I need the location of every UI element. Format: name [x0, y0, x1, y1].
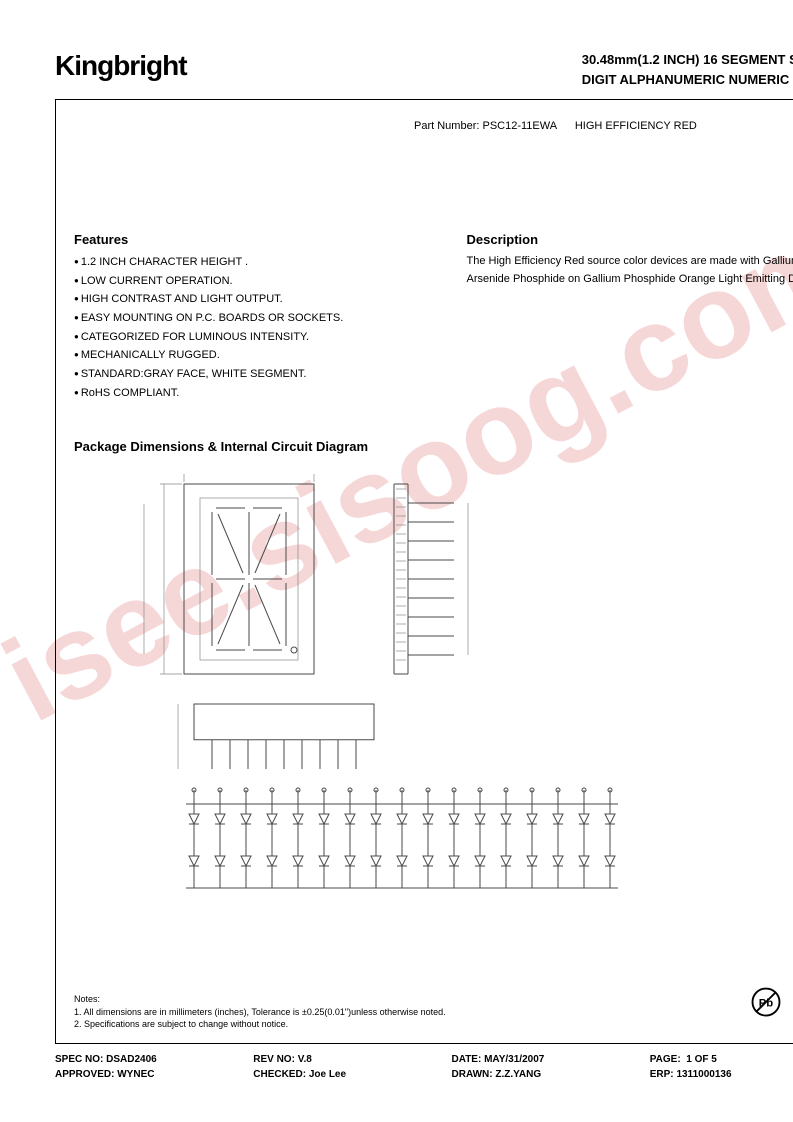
footer-drawn: DRAWN: Z.Z.YANG [452, 1067, 650, 1082]
package-diagram [74, 474, 714, 914]
title-line-1: 30.48mm(1.2 INCH) 16 SEGMENT SINGLE [582, 50, 793, 70]
feature-item: 1.2 INCH CHARACTER HEIGHT . [74, 253, 437, 272]
features-column: Features 1.2 INCH CHARACTER HEIGHT . LOW… [74, 232, 437, 403]
features-heading: Features [74, 232, 437, 247]
note-line: 2. Specifications are subject to change … [74, 1018, 793, 1031]
notes-heading: Notes: [74, 993, 793, 1006]
notes-block: Notes: 1. All dimensions are in millimet… [74, 993, 793, 1031]
feature-item: HIGH CONTRAST AND LIGHT OUTPUT. [74, 290, 437, 309]
footer: SPEC NO: DSAD2406 REV NO: V.8 DATE: MAY/… [55, 1052, 793, 1082]
part-label: Part Number: [414, 120, 479, 132]
description-column: Description The High Efficiency Red sour… [467, 232, 793, 403]
logo: Kingbright [55, 50, 187, 82]
feature-item: EASY MOUNTING ON P.C. BOARDS OR SOCKETS. [74, 309, 437, 328]
title-line-2: DIGIT ALPHANUMERIC NUMERIC DISPLAY [582, 70, 793, 90]
description-heading: Description [467, 232, 793, 247]
note-line: 1. All dimensions are in millimeters (in… [74, 1006, 793, 1019]
footer-checked: CHECKED: Joe Lee [253, 1067, 451, 1082]
feature-item: STANDARD:GRAY FACE, WHITE SEGMENT. [74, 365, 437, 384]
footer-row-1: SPEC NO: DSAD2406 REV NO: V.8 DATE: MAY/… [55, 1052, 793, 1067]
part-number: Part Number: PSC12-11EWA HIGH EFFICIENCY… [414, 120, 793, 132]
feature-item: CATEGORIZED FOR LUMINOUS INTENSITY. [74, 328, 437, 347]
footer-spec-no: SPEC NO: DSAD2406 [55, 1052, 253, 1067]
features-list: 1.2 INCH CHARACTER HEIGHT . LOW CURRENT … [74, 253, 437, 403]
diagram-area [74, 474, 793, 914]
footer-erp: ERP: 1311000136 [650, 1067, 793, 1082]
footer-date: DATE: MAY/31/2007 [452, 1052, 650, 1067]
part-variant: HIGH EFFICIENCY RED [575, 120, 697, 132]
content-frame: Part Number: PSC12-11EWA HIGH EFFICIENCY… [55, 99, 793, 1044]
footer-rev-no: REV NO: V.8 [253, 1052, 451, 1067]
description-text: The High Efficiency Red source color dev… [467, 253, 793, 288]
package-heading: Package Dimensions & Internal Circuit Di… [74, 439, 793, 454]
feature-item: MECHANICALLY RUGGED. [74, 346, 437, 365]
footer-approved: APPROVED: WYNEC [55, 1067, 253, 1082]
header: Kingbright 30.48mm(1.2 INCH) 16 SEGMENT … [55, 50, 793, 89]
product-title: 30.48mm(1.2 INCH) 16 SEGMENT SINGLE DIGI… [582, 50, 793, 89]
footer-row-2: APPROVED: WYNEC CHECKED: Joe Lee DRAWN: … [55, 1067, 793, 1082]
feature-item: LOW CURRENT OPERATION. [74, 272, 437, 291]
footer-page: PAGE: 1 OF 5 [650, 1052, 793, 1067]
feature-item: RoHS COMPLIANT. [74, 384, 437, 403]
part-value: PSC12-11EWA [482, 120, 556, 132]
